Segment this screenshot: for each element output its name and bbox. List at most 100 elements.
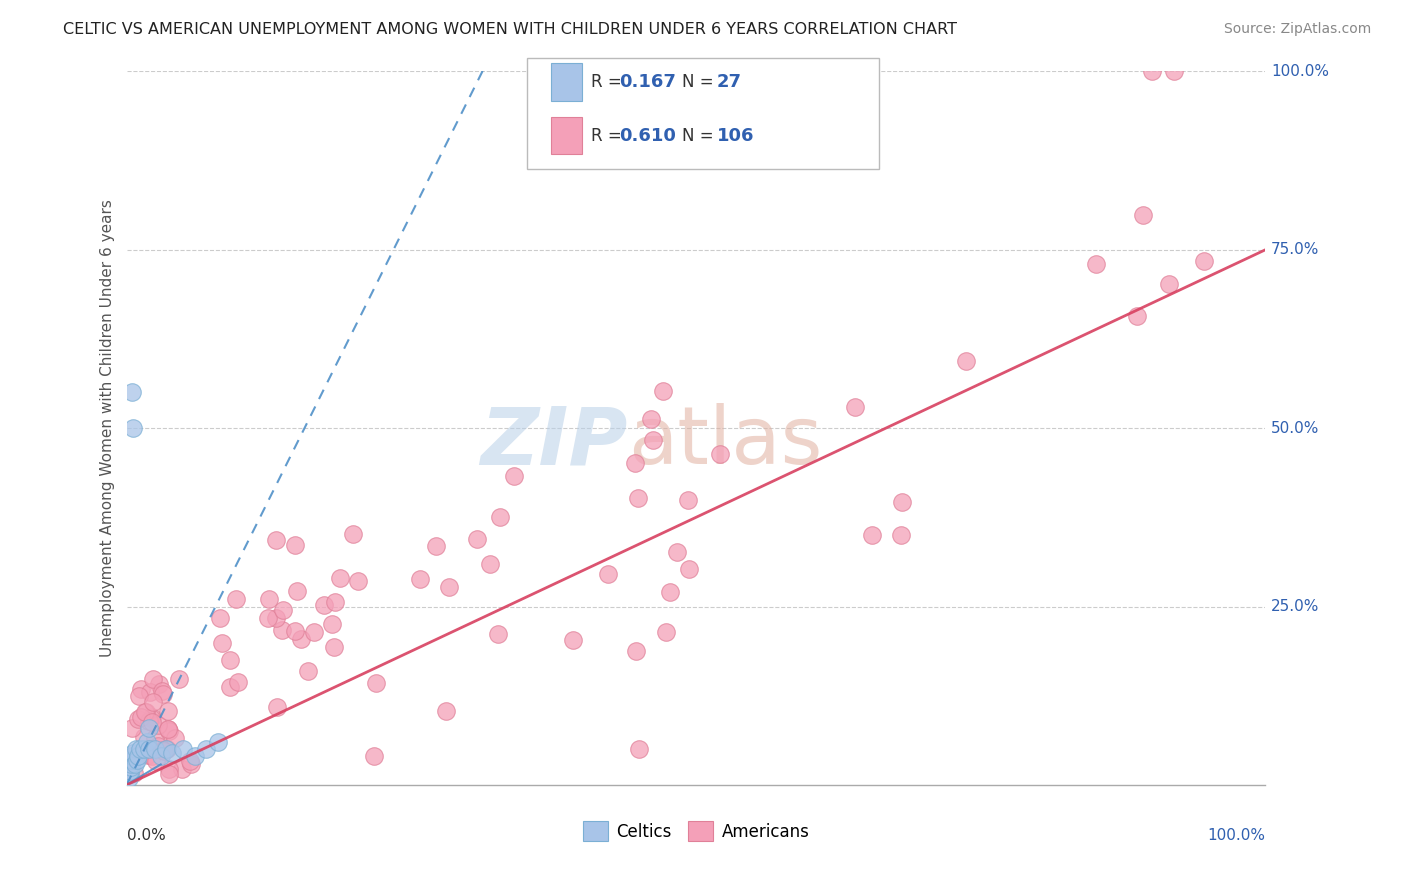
- Point: [257, 592, 280, 607]
- Point: [153, 744, 176, 758]
- Point: [145, 754, 167, 768]
- Point: [329, 571, 352, 585]
- Point: [342, 526, 364, 541]
- Point: [641, 433, 664, 447]
- Point: [1140, 64, 1163, 78]
- Point: [165, 731, 187, 746]
- Point: [596, 567, 619, 582]
- Point: [143, 742, 166, 756]
- Text: 0.167: 0.167: [619, 73, 675, 91]
- Point: [125, 753, 148, 767]
- Point: [890, 528, 912, 542]
- Point: [179, 754, 201, 768]
- Point: [155, 742, 177, 756]
- Point: [486, 627, 509, 641]
- Point: [1159, 277, 1181, 291]
- Point: [211, 636, 233, 650]
- Legend: Celtics, Americans: Celtics, Americans: [576, 814, 815, 848]
- Text: atlas: atlas: [627, 403, 823, 482]
- Point: [488, 510, 510, 524]
- Point: [146, 718, 169, 732]
- Point: [624, 456, 647, 470]
- Point: [659, 585, 682, 599]
- Point: [437, 580, 460, 594]
- Point: [208, 611, 231, 625]
- Text: 27: 27: [717, 73, 742, 91]
- Text: N =: N =: [682, 73, 718, 91]
- Point: [321, 617, 343, 632]
- Point: [143, 731, 166, 746]
- Point: [135, 705, 157, 719]
- Point: [271, 624, 294, 638]
- Point: [136, 735, 159, 749]
- Point: [139, 685, 162, 699]
- Point: [434, 704, 457, 718]
- Point: [120, 756, 142, 771]
- Point: [124, 742, 146, 756]
- Point: [844, 400, 866, 414]
- Point: [297, 664, 319, 678]
- Point: [218, 652, 240, 666]
- Text: 100.0%: 100.0%: [1208, 828, 1265, 843]
- Point: [149, 749, 172, 764]
- Point: [120, 760, 142, 774]
- Point: [312, 598, 335, 612]
- Point: [226, 674, 249, 689]
- Point: [219, 680, 242, 694]
- Point: [141, 715, 163, 730]
- Point: [142, 673, 165, 687]
- Point: [121, 385, 143, 400]
- Point: [264, 533, 287, 547]
- Point: [167, 672, 190, 686]
- Point: [465, 532, 488, 546]
- Text: 25.0%: 25.0%: [1271, 599, 1319, 614]
- Y-axis label: Unemployment Among Women with Children Under 6 years: Unemployment Among Women with Children U…: [100, 199, 115, 657]
- Point: [678, 562, 700, 576]
- Text: 106: 106: [717, 127, 755, 145]
- Point: [290, 632, 312, 646]
- Text: R =: R =: [591, 73, 627, 91]
- Point: [284, 624, 307, 638]
- Point: [322, 640, 344, 654]
- Point: [323, 595, 346, 609]
- Point: [121, 749, 143, 764]
- Point: [128, 689, 150, 703]
- Point: [122, 421, 145, 435]
- Point: [124, 756, 146, 771]
- Text: 75.0%: 75.0%: [1271, 243, 1319, 257]
- Point: [207, 735, 229, 749]
- Point: [132, 742, 155, 756]
- Point: [955, 354, 977, 368]
- Point: [284, 538, 307, 552]
- Point: [157, 724, 180, 739]
- Point: [1125, 309, 1147, 323]
- Point: [157, 722, 180, 736]
- Point: [127, 749, 149, 764]
- Point: [478, 558, 501, 572]
- Point: [141, 710, 163, 724]
- Point: [146, 739, 169, 753]
- Point: [122, 746, 145, 760]
- Point: [364, 676, 387, 690]
- Text: 0.610: 0.610: [619, 127, 675, 145]
- Point: [136, 748, 159, 763]
- Point: [152, 687, 174, 701]
- Point: [180, 756, 202, 771]
- Point: [122, 765, 145, 780]
- Point: [129, 681, 152, 696]
- Point: [157, 723, 180, 737]
- Point: [860, 528, 883, 542]
- Point: [118, 767, 141, 781]
- Point: [562, 633, 585, 648]
- Point: [665, 545, 688, 559]
- Point: [138, 742, 160, 756]
- Point: [157, 767, 180, 781]
- Point: [425, 539, 447, 553]
- Point: [141, 749, 163, 764]
- Point: [150, 683, 173, 698]
- Point: [624, 644, 647, 658]
- Point: [678, 493, 700, 508]
- Point: [409, 572, 432, 586]
- Point: [302, 625, 325, 640]
- Point: [152, 743, 174, 757]
